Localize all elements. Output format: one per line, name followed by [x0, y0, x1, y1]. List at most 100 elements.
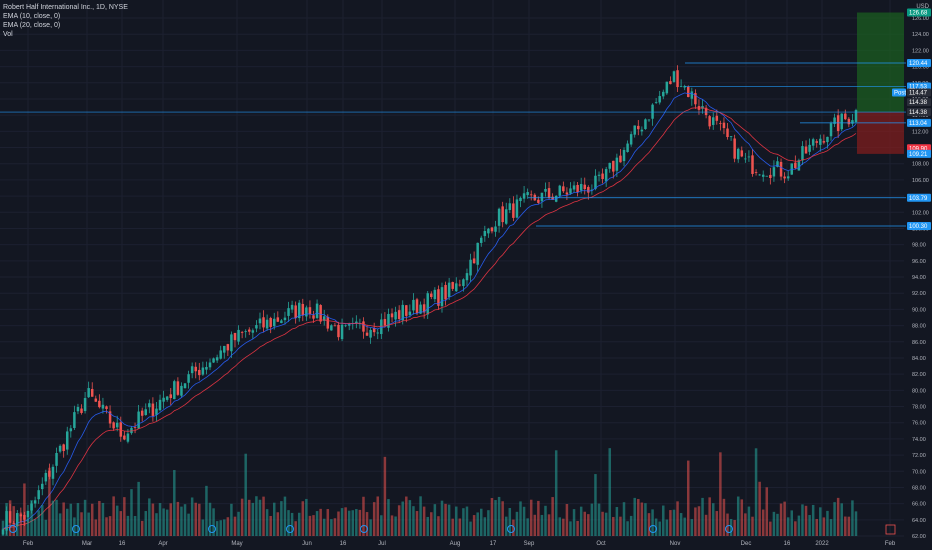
- candle-body: [297, 302, 301, 319]
- candle-body: [151, 403, 155, 416]
- volume-bar: [51, 500, 55, 536]
- candle-body: [190, 366, 194, 374]
- candle-body: [372, 328, 376, 333]
- volume-bar: [480, 508, 483, 536]
- volume-bar: [244, 453, 247, 536]
- y-axis-tick: 122.00: [912, 48, 929, 54]
- candle-body: [162, 397, 165, 402]
- candle-body: [583, 184, 587, 190]
- symbol-title[interactable]: Robert Half International Inc., 1D, NYSE: [3, 4, 128, 11]
- volume-bar: [687, 460, 690, 536]
- volume-bar: [683, 517, 686, 536]
- volume-bar: [315, 511, 319, 536]
- candle-body: [123, 435, 126, 440]
- candle-body: [62, 444, 65, 452]
- candle-body: [58, 445, 62, 452]
- candle-body: [740, 150, 744, 157]
- candle-body: [515, 199, 519, 218]
- volume-bar: [272, 502, 276, 536]
- volume-bar: [440, 500, 444, 536]
- volume-bar: [394, 516, 397, 536]
- volume-bar: [365, 512, 369, 536]
- x-axis-tick: Aug: [450, 541, 461, 547]
- y-axis-tick: 82.00: [912, 372, 926, 378]
- candle-body: [230, 334, 233, 352]
- candle-body: [694, 93, 697, 105]
- y-axis-tick: 70.00: [912, 469, 926, 475]
- volume-bar: [422, 506, 426, 536]
- candle-body: [601, 173, 604, 179]
- candle-body: [711, 117, 715, 125]
- price-label-box: [907, 88, 931, 97]
- volume-bar: [579, 506, 583, 536]
- currency-label[interactable]: USD: [916, 4, 929, 10]
- candle-body: [622, 149, 626, 162]
- volume-bar: [73, 517, 76, 536]
- candle-body: [65, 431, 69, 450]
- y-axis-tick: 106.00: [912, 178, 929, 184]
- volume-bar: [201, 519, 205, 536]
- y-axis-tick: 102.00: [912, 210, 929, 216]
- y-axis-tick: 68.00: [912, 485, 926, 491]
- y-axis-tick: 96.00: [912, 259, 926, 265]
- candle-body: [101, 404, 105, 409]
- candle-body: [76, 407, 80, 412]
- volume-bar: [140, 520, 144, 536]
- candle-body: [408, 311, 412, 316]
- y-axis-tick: 120.00: [912, 65, 929, 71]
- volume-bar: [544, 505, 547, 536]
- volume-bar: [230, 503, 233, 536]
- volume-bar: [619, 516, 622, 536]
- price-label-box: [892, 88, 906, 97]
- ema20-legend[interactable]: EMA (20, close, 0): [3, 22, 61, 29]
- volume-bar: [280, 501, 283, 536]
- candle-body: [219, 350, 222, 359]
- volume-bar: [301, 501, 305, 536]
- candle-body: [237, 329, 240, 342]
- volume-bar: [258, 499, 262, 536]
- volume-bar: [65, 508, 69, 536]
- candle-body: [765, 175, 769, 177]
- candle-body: [430, 293, 433, 297]
- candle-body: [272, 318, 276, 327]
- volume-bar: [458, 518, 462, 536]
- candle-body: [504, 209, 508, 224]
- volume-bar: [133, 515, 137, 536]
- candle-body: [669, 81, 672, 85]
- candle-body: [169, 394, 172, 399]
- price-label: 117.53: [909, 85, 928, 91]
- candle-body: [615, 157, 619, 171]
- candle-body: [658, 96, 661, 103]
- volume-bar: [604, 512, 608, 536]
- volume-bar: [269, 515, 272, 536]
- volume-bar: [337, 511, 340, 536]
- candle-body: [390, 313, 394, 318]
- volume-bar: [761, 509, 765, 536]
- candle-body: [90, 388, 94, 397]
- candle-body: [319, 305, 322, 322]
- volume-bar: [483, 517, 487, 536]
- volume-bar: [369, 519, 372, 536]
- candle-body: [476, 242, 479, 265]
- ema10-legend[interactable]: EMA (10, close, 0): [3, 13, 61, 20]
- candle-body: [33, 500, 37, 504]
- candle-body: [462, 279, 465, 287]
- candle-body: [265, 319, 269, 329]
- candle-body: [619, 155, 622, 163]
- volume-bar: [822, 517, 826, 536]
- volume-bar: [633, 497, 636, 536]
- volume-bar: [537, 500, 540, 536]
- volume-bar: [783, 501, 786, 536]
- volume-legend[interactable]: Vol: [3, 31, 13, 38]
- candle-body: [126, 433, 130, 442]
- volume-bar: [729, 518, 733, 536]
- candle-body: [326, 316, 330, 329]
- volume-bar: [101, 502, 105, 536]
- candle-body: [626, 143, 629, 152]
- volume-bar: [747, 506, 751, 536]
- candle-body: [41, 483, 44, 490]
- volume-bar: [844, 516, 847, 536]
- candle-body: [155, 408, 158, 415]
